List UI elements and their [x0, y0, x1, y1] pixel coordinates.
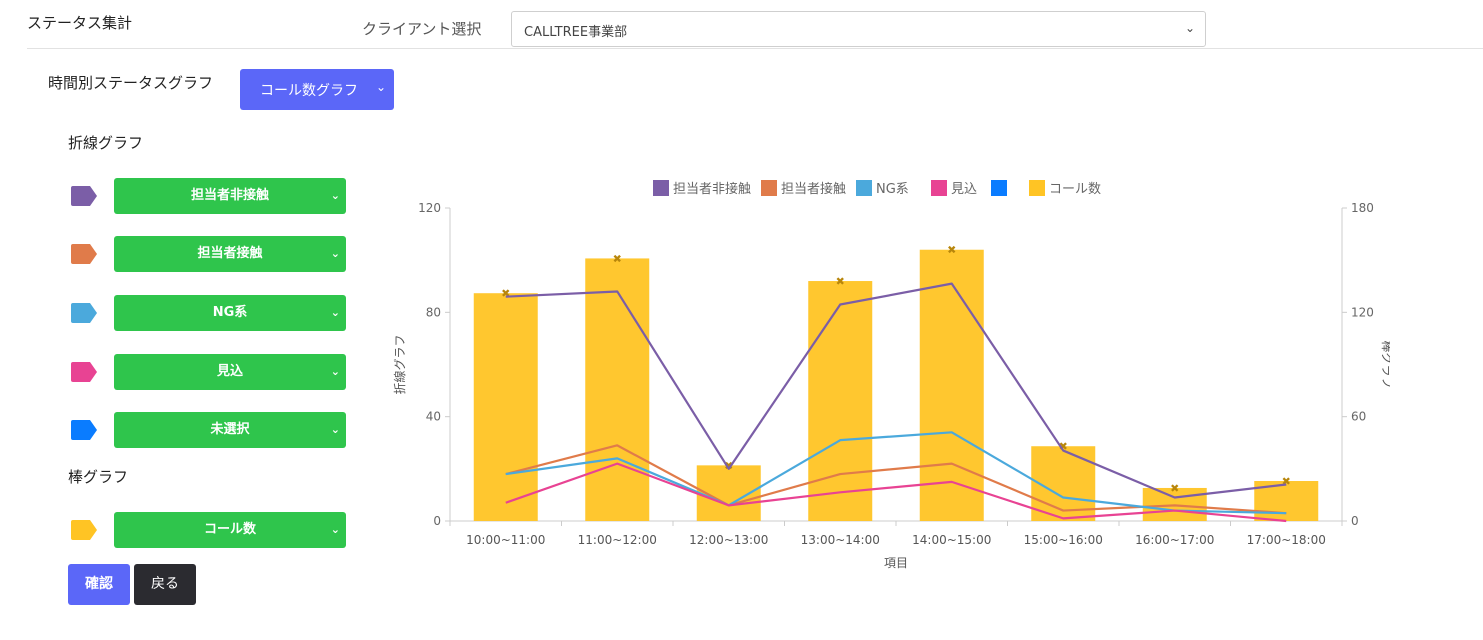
bar-marker: ✖: [947, 244, 956, 257]
line-series-select-5[interactable]: 未選択 ⌄: [114, 412, 346, 448]
legend-swatch: [761, 180, 777, 196]
tag-shape: [71, 244, 97, 264]
y-axis-title-right: 棒グラフ: [1380, 340, 1390, 388]
chevron-down-icon: ⌄: [330, 247, 340, 260]
graph-type-select[interactable]: コール数グラフ ⌄: [240, 69, 394, 110]
bar-marker: ✖: [1282, 475, 1291, 488]
line-series-select-5-value: 未選択: [210, 422, 250, 437]
line-series: [505, 444, 1287, 515]
x-tick-label: 17:00~18:00: [1247, 533, 1326, 547]
y-tick-label-right: 180: [1351, 201, 1374, 215]
tag-icon: [71, 420, 97, 440]
y-tick-label-right: 0: [1351, 514, 1359, 528]
graph-section-title: 時間別ステータスグラフ: [48, 74, 214, 92]
line-series-select-1-value: 担当者非接触: [190, 188, 269, 203]
chevron-down-icon: ⌄: [375, 80, 386, 94]
x-axis-title: 項目: [884, 556, 908, 570]
legend-swatch: [991, 180, 1007, 196]
legend-label: コール数: [1049, 182, 1101, 197]
back-button[interactable]: 戻る: [134, 564, 196, 605]
tag-icon: [71, 303, 97, 323]
x-tick-label: 11:00~12:00: [578, 533, 657, 547]
tag-shape: [71, 420, 97, 440]
tag-icon: [71, 186, 97, 206]
line-series-select-3-value: NG系: [212, 305, 248, 320]
bar-graph-label: 棒グラフ: [68, 468, 129, 486]
graph-type-value: コール数グラフ: [260, 83, 358, 99]
client-select-value: CALLTREE事業部: [524, 25, 628, 40]
line-series: [505, 282, 1287, 499]
legend-label: 見込: [951, 182, 977, 197]
tag-icon: [71, 362, 97, 382]
line-series-select-3[interactable]: NG系 ⌄: [114, 295, 346, 331]
x-tick-label: 15:00~16:00: [1024, 533, 1103, 547]
chevron-down-icon: ⌄: [330, 423, 340, 436]
y-tick-label-right: 60: [1351, 410, 1366, 424]
page-title: ステータス集計: [27, 14, 133, 32]
y-tick-label-left: 40: [426, 410, 441, 424]
bar-marker: ✖: [613, 252, 622, 265]
bar-marker: ✖: [501, 287, 510, 300]
tag-icon: [71, 520, 97, 540]
x-tick-label: 13:00~14:00: [801, 533, 880, 547]
bar: [473, 293, 538, 521]
legend-label: 担当者接触: [781, 181, 846, 197]
bar-marker: ✖: [1170, 482, 1179, 495]
tag-shape: [71, 303, 97, 323]
x-tick-label: 14:00~15:00: [912, 533, 991, 547]
bar-series-select-1[interactable]: コール数 ⌄: [114, 512, 346, 548]
y-tick-label-left: 80: [426, 305, 441, 319]
x-tick-label: 10:00~11:00: [466, 533, 545, 547]
bar-series-select-1-value: コール数: [203, 522, 256, 537]
tag-shape: [71, 520, 97, 540]
y-tick-label-left: 120: [418, 201, 441, 215]
legend-swatch: [1029, 180, 1045, 196]
line-series-select-1[interactable]: 担当者非接触 ⌄: [114, 178, 346, 214]
line-series-select-2[interactable]: 担当者接触 ⌄: [114, 236, 346, 272]
bar-marker: ✖: [836, 275, 845, 288]
bar: [808, 281, 873, 521]
chevron-down-icon: ⌄: [330, 189, 340, 202]
legend-label: NG系: [876, 182, 909, 197]
bar-marker: ✖: [1059, 440, 1068, 453]
bar-marker: ✖: [724, 459, 733, 472]
line-series-select-4-value: 見込: [216, 364, 243, 379]
legend-swatch: [653, 180, 669, 196]
line-series: [505, 431, 1287, 515]
bar: [919, 249, 984, 521]
line-series-select-4[interactable]: 見込 ⌄: [114, 354, 346, 390]
legend-swatch: [931, 180, 947, 196]
tag-icon: [71, 244, 97, 264]
line-graph-label: 折線グラフ: [68, 134, 144, 152]
client-select-label: クライアント選択: [362, 20, 482, 38]
chevron-down-icon: ⌄: [330, 365, 340, 378]
y-tick-label-right: 120: [1351, 305, 1374, 319]
confirm-button[interactable]: 確認: [68, 564, 130, 605]
legend-swatch: [856, 180, 872, 196]
legend-label: 担当者非接触: [673, 181, 751, 197]
tag-shape: [71, 186, 97, 206]
tag-shape: [71, 362, 97, 382]
y-axis-title-left: 折線グラフ: [392, 334, 407, 394]
x-tick-label: 16:00~17:00: [1135, 533, 1214, 547]
bar: [585, 258, 650, 521]
client-select[interactable]: CALLTREE事業部 ⌄: [511, 11, 1206, 47]
chevron-down-icon: ⌄: [1184, 21, 1195, 35]
x-tick-label: 12:00~13:00: [689, 533, 768, 547]
line-series-select-2-value: 担当者接触: [197, 246, 263, 261]
line-series: [505, 462, 1287, 523]
chevron-down-icon: ⌄: [330, 523, 340, 536]
header-divider: [27, 48, 1483, 49]
y-tick-label-left: 0: [433, 514, 441, 528]
chevron-down-icon: ⌄: [330, 306, 340, 319]
status-combo-chart: 担当者非接触 担当者接触 NG系 見込 コール数 0 40 80 120 0 60 120 180 10:…: [392, 180, 1390, 570]
